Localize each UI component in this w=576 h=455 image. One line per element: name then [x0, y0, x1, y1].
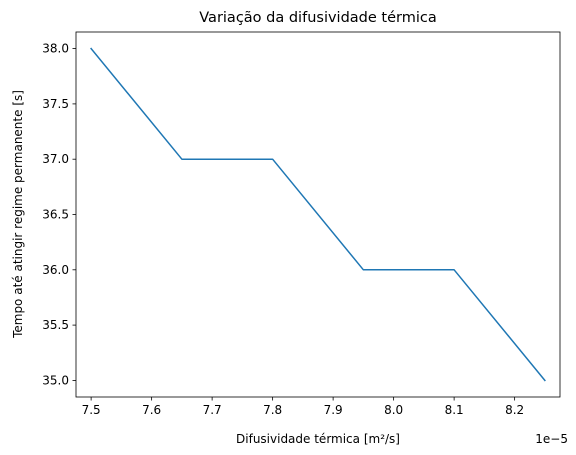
y-tick-label: 36.5	[42, 208, 69, 222]
y-axis-label: Tempo até atingir regime permanente [s]	[11, 90, 25, 339]
x-tick-label: 7.9	[324, 403, 343, 417]
y-tick-label: 37.5	[42, 97, 69, 111]
x-axis-offset-label: 1e−5	[535, 432, 568, 446]
x-tick-label: 7.6	[142, 403, 161, 417]
chart-marks	[90, 47, 546, 382]
y-tick-label: 38.0	[42, 42, 69, 56]
series-line	[90, 47, 546, 382]
y-tick-label: 37.0	[42, 152, 69, 166]
x-tick-label: 8.0	[384, 403, 403, 417]
y-tick-label: 35.5	[42, 318, 69, 332]
x-tick-label: 7.8	[263, 403, 282, 417]
x-tick-label: 8.2	[505, 403, 524, 417]
x-tick-label: 7.7	[203, 403, 222, 417]
x-tick-label: 8.1	[445, 403, 464, 417]
x-axis-label: Difusividade térmica [m²/s]	[236, 432, 400, 446]
y-tick-label: 35.0	[42, 373, 69, 387]
y-axis: 35.0 35.5 36.0 36.5 37.0 37.5 38.0	[42, 42, 76, 387]
x-axis: 7.5 7.6 7.7 7.8 7.9 8.0 8.1 8.2	[82, 397, 524, 417]
chart-title: Variação da difusividade térmica	[199, 10, 436, 26]
y-tick-label: 36.0	[42, 263, 69, 277]
x-tick-label: 7.5	[82, 403, 101, 417]
